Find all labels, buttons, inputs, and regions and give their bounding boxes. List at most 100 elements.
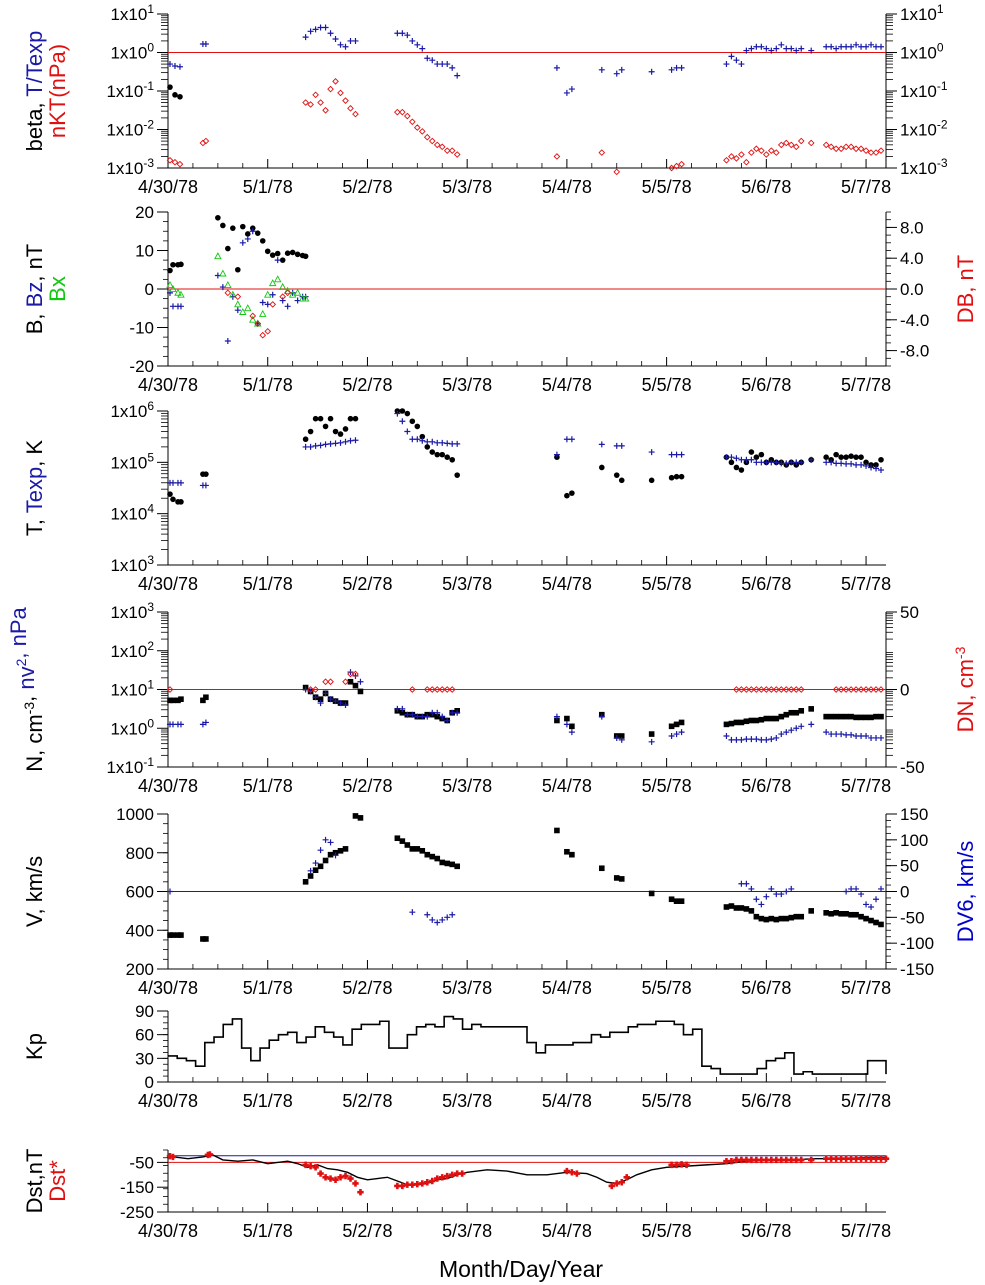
- data-point: [613, 168, 621, 176]
- data-point: [847, 686, 855, 693]
- data-point: [678, 160, 685, 168]
- x-tick-label: 5/3/78: [442, 978, 492, 998]
- data-point: [414, 846, 421, 852]
- panel-kp: 90 60 30 04/30/78 5/1/78 5/2/78 5/3/78 5/4/78 5/…: [22, 1002, 891, 1111]
- data-point: [408, 118, 416, 126]
- data-point: [673, 898, 680, 904]
- y-tick-label: 1x10-2: [106, 118, 154, 140]
- data-point: [352, 670, 359, 678]
- data-point: [443, 147, 451, 155]
- y2-tick-label: 8.0: [900, 218, 924, 237]
- data-point: [798, 1156, 805, 1164]
- x-tick-label: 5/4/78: [542, 574, 592, 594]
- y-tick-label: 1x10-1: [106, 79, 154, 101]
- data-point: [564, 715, 570, 722]
- data-point: [743, 47, 750, 54]
- data-point: [332, 428, 339, 435]
- data-point: [229, 290, 237, 298]
- data-point: [269, 252, 276, 258]
- data-point: [203, 471, 209, 477]
- data-point: [848, 453, 854, 459]
- x-tick-label: 5/7/78: [841, 978, 891, 998]
- data-point: [772, 149, 780, 156]
- data-point: [808, 706, 815, 712]
- data-point: [778, 891, 785, 898]
- data-point: [178, 932, 184, 938]
- data-point: [429, 438, 436, 445]
- data-point: [414, 41, 421, 48]
- data-point: [418, 128, 426, 135]
- data-point: [302, 253, 309, 260]
- y-tick-label: 1x10-1: [106, 755, 154, 777]
- data-point: [728, 720, 735, 727]
- x-tick-label: 5/6/78: [741, 574, 791, 594]
- x-tick-label: 5/5/78: [642, 1091, 692, 1111]
- x-tick-label: 5/7/78: [841, 375, 891, 395]
- y2-tick-label: 50: [900, 603, 919, 622]
- data-point: [838, 713, 844, 720]
- y-tick-label: -10: [129, 319, 154, 338]
- data-point: [342, 678, 349, 686]
- data-point: [868, 917, 874, 924]
- data-point: [307, 686, 314, 693]
- data-point: [170, 697, 176, 704]
- data-point: [758, 686, 765, 693]
- data-point: [413, 124, 421, 131]
- data-point: [342, 1172, 349, 1180]
- data-point: [322, 857, 329, 864]
- data-point: [878, 456, 884, 463]
- data-point: [608, 1182, 615, 1190]
- data-point: [728, 454, 735, 461]
- data-point: [225, 245, 231, 252]
- data-point: [234, 300, 242, 308]
- y2-tick-label: 1x10-1: [900, 79, 948, 101]
- x-tick-label: 5/3/78: [442, 776, 492, 796]
- y2-tick-label: 100: [900, 831, 928, 850]
- data-point: [728, 153, 735, 160]
- data-point: [434, 919, 441, 926]
- data-point: [170, 496, 176, 503]
- data-point: [777, 686, 785, 693]
- data-point: [279, 257, 286, 263]
- data-point: [858, 454, 864, 461]
- y2-tick-label: 1x100: [900, 41, 944, 63]
- data-point: [767, 686, 775, 693]
- data-point: [177, 721, 184, 728]
- data-point: [342, 846, 349, 852]
- data-point: [863, 733, 870, 739]
- data-point: [783, 915, 790, 922]
- data-point: [728, 53, 735, 60]
- data-point: [433, 686, 441, 693]
- data-point: [317, 847, 324, 854]
- x-tick-label: 5/7/78: [841, 1091, 891, 1111]
- data-point: [733, 905, 740, 911]
- data-point: [167, 267, 173, 274]
- data-point: [872, 686, 880, 693]
- data-point: [668, 733, 675, 739]
- data-point: [254, 320, 262, 327]
- y2-tick-label: 1x10-2: [900, 118, 948, 140]
- data-point: [332, 1176, 339, 1183]
- data-point: [170, 932, 176, 938]
- data-point: [279, 293, 287, 301]
- data-point: [863, 462, 870, 469]
- data-point: [783, 729, 790, 736]
- data-point: [798, 723, 805, 730]
- data-point: [554, 717, 560, 724]
- data-point: [738, 736, 745, 743]
- x-tick-label: 5/1/78: [243, 375, 293, 395]
- data-point: [352, 415, 359, 422]
- data-point: [878, 43, 885, 50]
- data-point: [793, 913, 800, 920]
- data-point: [857, 686, 865, 693]
- data-point: [414, 436, 421, 443]
- data-point: [409, 37, 416, 44]
- data-point: [787, 141, 795, 149]
- data-point: [793, 47, 800, 54]
- data-point: [284, 303, 291, 310]
- data-point: [203, 694, 209, 701]
- data-point: [618, 1179, 625, 1186]
- x-tick-label: 5/1/78: [243, 978, 293, 998]
- data-point: [312, 91, 319, 99]
- data-point: [220, 222, 226, 229]
